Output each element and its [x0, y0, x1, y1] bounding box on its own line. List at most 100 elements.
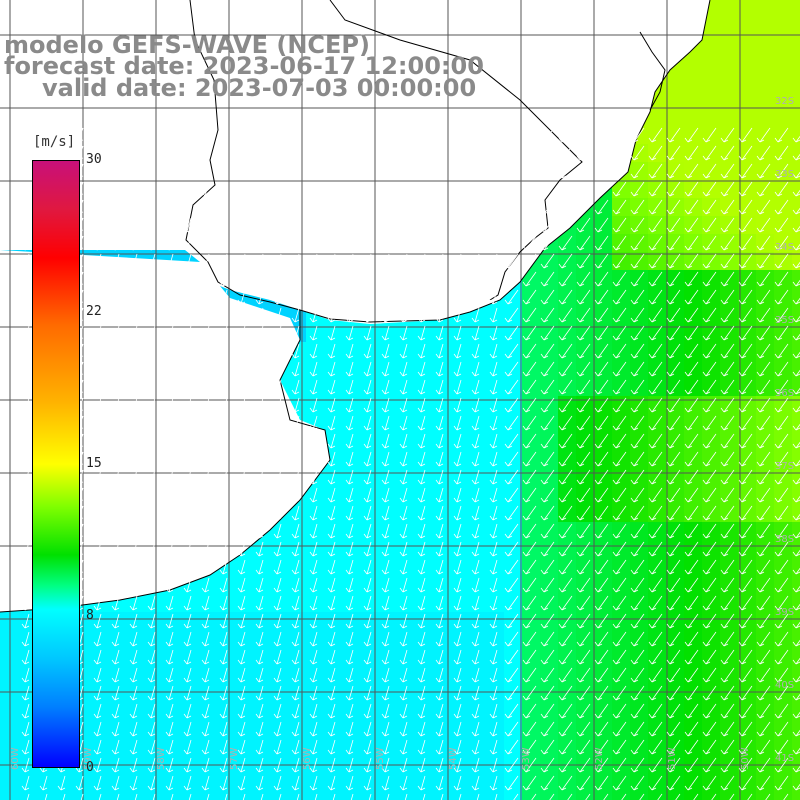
- wind-arrow: [273, 127, 282, 143]
- wind-arrow: [540, 757, 555, 773]
- wind-arrow: [309, 415, 318, 431]
- wind-arrow: [453, 361, 462, 377]
- wind-arrow: [558, 469, 573, 485]
- wind-arrow: [165, 541, 174, 557]
- wind-arrow: [594, 181, 609, 197]
- speed-cell: [738, 0, 756, 18]
- wind-arrow: [504, 469, 519, 485]
- wind-arrow: [93, 685, 102, 701]
- wind-arrow: [594, 289, 609, 305]
- wind-arrow: [309, 541, 318, 557]
- wind-arrow: [201, 541, 210, 557]
- wind-arrow: [183, 307, 192, 323]
- wind-arrow: [255, 613, 264, 629]
- wind-arrow: [291, 361, 300, 377]
- wind-arrow: [417, 559, 426, 575]
- wind-arrow: [183, 415, 192, 431]
- wind-arrow: [345, 739, 354, 755]
- wind-arrow: [738, 271, 753, 287]
- wind-arrow: [720, 433, 735, 449]
- wind-arrow: [471, 487, 480, 503]
- speed-cell: [504, 792, 522, 800]
- wind-arrow: [165, 469, 174, 485]
- speed-cell: [792, 630, 800, 648]
- wind-arrow: [558, 613, 573, 629]
- wind-arrow: [702, 667, 717, 683]
- wind-arrow: [489, 613, 498, 629]
- wind-arrow: [327, 487, 336, 503]
- wind-arrow: [471, 145, 480, 161]
- wind-arrow: [504, 613, 519, 629]
- speed-cell: [666, 90, 684, 108]
- wind-arrow: [612, 127, 627, 143]
- wind-arrow: [345, 379, 354, 395]
- wind-arrow: [111, 343, 120, 359]
- wind-arrow: [630, 235, 645, 251]
- wind-arrow: [237, 649, 246, 665]
- speed-cell: [738, 18, 756, 36]
- wind-arrow: [399, 271, 408, 287]
- wind-arrow: [129, 487, 138, 503]
- wind-arrow: [576, 721, 591, 737]
- wind-arrow: [201, 163, 210, 179]
- speed-cell: [792, 396, 800, 414]
- wind-arrow: [489, 433, 498, 449]
- speed-cell: [666, 108, 684, 126]
- wind-arrow: [327, 199, 336, 215]
- wind-arrow: [471, 415, 480, 431]
- wind-arrow: [183, 253, 192, 269]
- wind-arrow: [453, 217, 462, 233]
- lon-label: 53W: [521, 747, 532, 770]
- wind-arrow: [417, 523, 426, 539]
- wind-arrow: [489, 343, 498, 359]
- wind-arrow: [381, 559, 390, 575]
- lat-label: 32S: [775, 96, 794, 107]
- wind-arrow: [594, 433, 609, 449]
- speed-cell: [432, 792, 450, 800]
- wind-arrow: [594, 703, 609, 719]
- wind-arrow: [720, 721, 735, 737]
- wind-arrow: [666, 199, 681, 215]
- wind-arrow: [93, 217, 102, 233]
- speed-cell: [792, 0, 800, 18]
- wind-arrow: [273, 235, 282, 251]
- wind-arrow: [774, 667, 789, 683]
- wind-arrow: [291, 613, 300, 629]
- wind-arrow: [255, 253, 264, 269]
- wind-arrow: [594, 685, 609, 701]
- wind-arrow: [648, 595, 663, 611]
- wind-arrow: [237, 379, 246, 395]
- speed-cell: [450, 792, 468, 800]
- wind-arrow: [558, 127, 573, 143]
- wind-arrow: [504, 595, 519, 611]
- wind-arrow: [522, 451, 537, 467]
- wind-arrow: [183, 289, 192, 305]
- wind-arrow: [630, 199, 645, 215]
- wind-arrow: [774, 127, 789, 143]
- wind-arrow: [309, 487, 318, 503]
- wind-arrow: [558, 433, 573, 449]
- wind-arrow: [540, 577, 555, 593]
- wind-arrow: [237, 757, 246, 773]
- wind-arrow: [111, 289, 120, 305]
- wind-arrow: [756, 685, 771, 701]
- speed-cell: [792, 666, 800, 684]
- wind-arrow: [720, 217, 735, 233]
- speed-cell: [684, 54, 702, 72]
- wind-arrow: [666, 289, 681, 305]
- wind-arrow: [93, 667, 102, 683]
- wind-arrow: [738, 307, 753, 323]
- wind-arrow: [381, 595, 390, 611]
- speed-cell: [126, 792, 144, 800]
- wind-arrow: [648, 541, 663, 557]
- speed-cell: [756, 72, 774, 90]
- wind-arrow: [363, 757, 372, 773]
- wind-arrow: [702, 559, 717, 575]
- wind-arrow: [309, 613, 318, 629]
- wind-arrow: [309, 379, 318, 395]
- wind-arrow: [711, 793, 717, 800]
- wind-arrow: [291, 379, 300, 395]
- wind-arrow: [702, 595, 717, 611]
- wind-arrow: [147, 253, 156, 269]
- wind-arrow: [183, 685, 192, 701]
